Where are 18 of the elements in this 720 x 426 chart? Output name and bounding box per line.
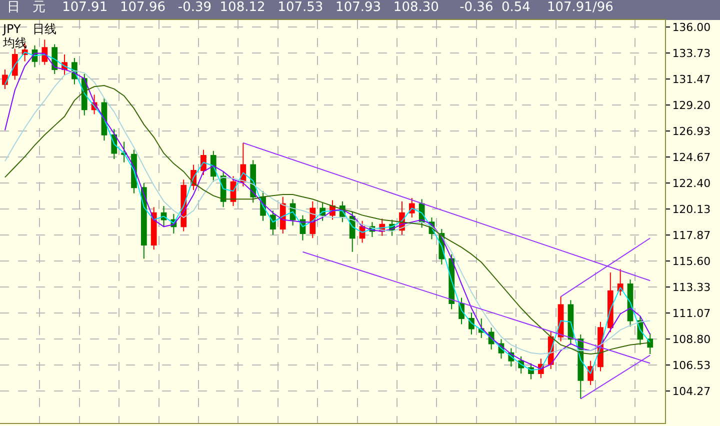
y-tick-label: 117.87 (672, 228, 711, 242)
y-tick-label: 115.60 (672, 254, 711, 268)
y-tick-label: 131.47 (672, 72, 711, 86)
chart-subtitle: JPY 日线 (2, 22, 56, 36)
y-tick-label: 104.27 (672, 384, 711, 398)
y-tick-label: 133.73 (672, 46, 711, 60)
y-tick-label: 113.33 (672, 280, 711, 294)
y-tick-label: 136.00 (672, 20, 711, 34)
annotation: 均线 (2, 36, 27, 50)
y-tick-label: 122.40 (672, 176, 711, 190)
y-tick-label: 124.67 (672, 150, 711, 164)
y-tick-label: 106.53 (672, 359, 711, 372)
y-tick-label: 108.80 (672, 332, 711, 346)
chart-title: 日 元 107.91 107.96 -0.39 108.12 107.53 107.93 108.30 -0.36 0.54 107.91/96 (7, 0, 614, 16)
y-tick-label: 111.07 (672, 306, 711, 320)
y-tick-label: 120.13 (672, 202, 711, 216)
y-tick-label: 129.20 (672, 98, 711, 112)
y-tick-label: 126.93 (672, 124, 711, 138)
